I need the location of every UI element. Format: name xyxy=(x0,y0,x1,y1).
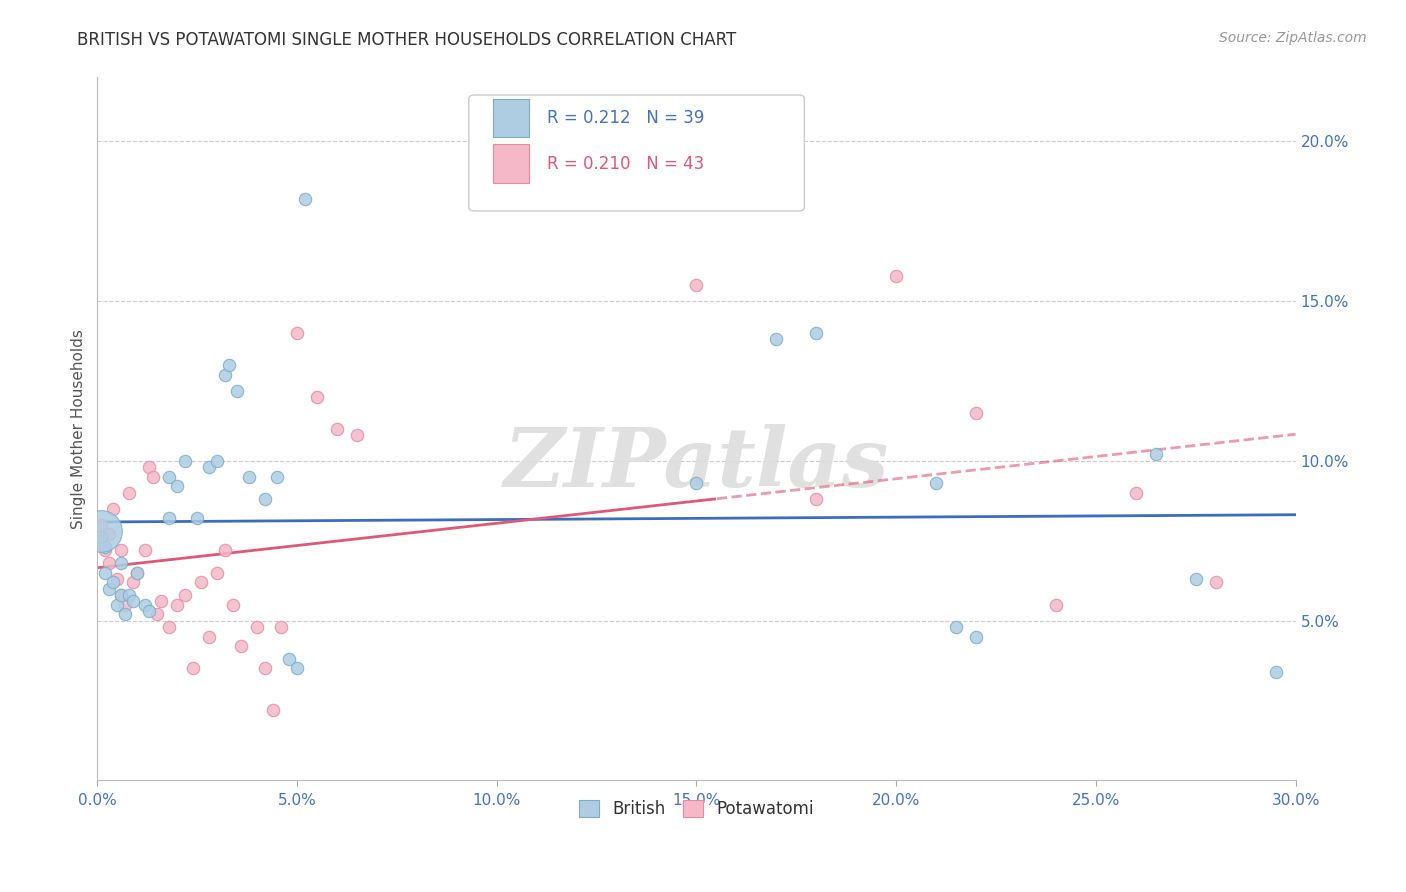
Point xyxy=(134,543,156,558)
Point xyxy=(965,406,987,420)
Point xyxy=(118,485,141,500)
Point xyxy=(103,501,125,516)
Point xyxy=(346,428,368,442)
FancyBboxPatch shape xyxy=(468,95,804,211)
Point xyxy=(103,575,125,590)
Point xyxy=(326,422,349,436)
Point xyxy=(157,620,180,634)
Point xyxy=(118,588,141,602)
Point xyxy=(114,607,136,622)
Point xyxy=(157,470,180,484)
Point xyxy=(198,630,221,644)
Point xyxy=(98,527,121,541)
Point xyxy=(90,524,112,538)
Bar xyxy=(492,145,529,183)
Point xyxy=(174,588,197,602)
Point xyxy=(205,566,228,580)
Point xyxy=(98,556,121,570)
Point xyxy=(110,556,132,570)
Point xyxy=(254,661,277,675)
Point xyxy=(765,333,787,347)
Point xyxy=(294,192,316,206)
Legend: British, Potawatomi: British, Potawatomi xyxy=(572,793,820,825)
Bar xyxy=(492,98,529,137)
Point xyxy=(254,492,277,507)
Point xyxy=(122,575,145,590)
Point xyxy=(166,598,188,612)
Point xyxy=(278,652,301,666)
Text: ZIPatlas: ZIPatlas xyxy=(503,424,889,504)
Point xyxy=(266,470,288,484)
Point xyxy=(122,594,145,608)
Point xyxy=(806,492,828,507)
Point xyxy=(198,460,221,475)
Point xyxy=(1264,665,1286,679)
Point xyxy=(181,661,204,675)
Point xyxy=(1184,572,1206,586)
Point xyxy=(285,326,308,340)
Point xyxy=(157,511,180,525)
Point xyxy=(222,598,245,612)
Point xyxy=(138,460,160,475)
Point xyxy=(226,384,249,398)
Point xyxy=(114,598,136,612)
Point xyxy=(205,454,228,468)
Point xyxy=(110,588,132,602)
Point xyxy=(262,703,284,717)
Point xyxy=(238,470,260,484)
Point xyxy=(305,390,328,404)
Point xyxy=(965,630,987,644)
Point xyxy=(1205,575,1227,590)
Point xyxy=(246,620,269,634)
Point xyxy=(110,588,132,602)
Point xyxy=(270,620,292,634)
Point xyxy=(214,543,236,558)
Point xyxy=(218,358,240,372)
Point xyxy=(174,454,197,468)
Text: R = 0.210   N = 43: R = 0.210 N = 43 xyxy=(547,154,704,172)
Point xyxy=(105,572,128,586)
Point xyxy=(925,476,948,491)
Point xyxy=(685,278,707,293)
Point xyxy=(90,531,112,545)
Point xyxy=(134,598,156,612)
Text: R = 0.212   N = 39: R = 0.212 N = 39 xyxy=(547,109,704,127)
Point xyxy=(231,639,253,653)
Point xyxy=(945,620,967,634)
Point xyxy=(94,566,117,580)
Point xyxy=(94,543,117,558)
Point xyxy=(685,476,707,491)
Text: BRITISH VS POTAWATOMI SINGLE MOTHER HOUSEHOLDS CORRELATION CHART: BRITISH VS POTAWATOMI SINGLE MOTHER HOUS… xyxy=(77,31,737,49)
Point xyxy=(94,540,117,554)
Point xyxy=(110,543,132,558)
Point xyxy=(127,566,149,580)
Text: Source: ZipAtlas.com: Source: ZipAtlas.com xyxy=(1219,31,1367,45)
Point xyxy=(127,566,149,580)
Point xyxy=(150,594,173,608)
Point xyxy=(884,268,907,283)
Point xyxy=(98,582,121,596)
Point xyxy=(142,470,165,484)
Point xyxy=(186,511,208,525)
Point xyxy=(105,598,128,612)
Point xyxy=(190,575,212,590)
Point xyxy=(214,368,236,382)
Point xyxy=(166,479,188,493)
Point xyxy=(89,533,111,548)
Point xyxy=(1144,447,1167,461)
Point xyxy=(1045,598,1067,612)
Point xyxy=(138,604,160,618)
Point xyxy=(1125,485,1147,500)
Point xyxy=(285,661,308,675)
Point xyxy=(806,326,828,340)
Point xyxy=(146,607,169,622)
Y-axis label: Single Mother Households: Single Mother Households xyxy=(72,329,86,529)
Point xyxy=(90,517,112,532)
